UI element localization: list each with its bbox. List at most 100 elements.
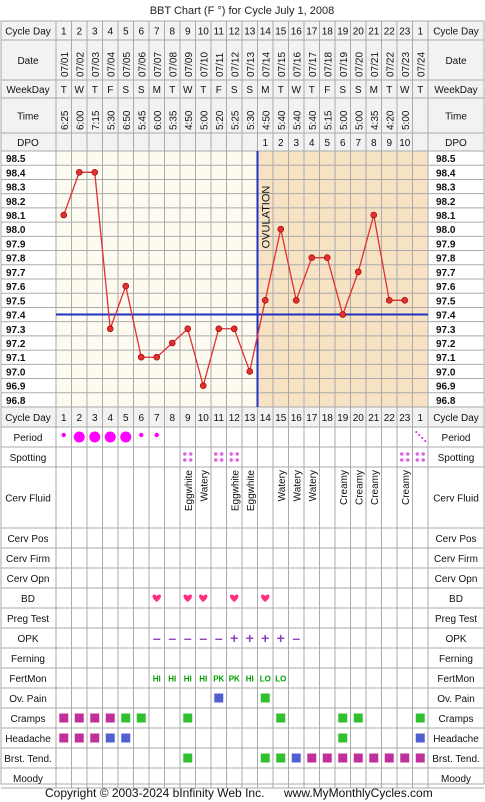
weekday-cell: T — [278, 85, 284, 96]
symptom-square — [307, 753, 317, 763]
ov-pain-label-left: Ov. Pain — [9, 694, 47, 705]
fertmon-reading: HI — [153, 675, 161, 684]
symptom-square — [353, 713, 363, 723]
symptom-square — [415, 733, 425, 743]
y-tick-label-right: 97.1 — [436, 353, 456, 364]
opk-result: – — [215, 630, 223, 646]
time-cell: 4:20 — [385, 110, 396, 130]
dpo-cell: 5 — [324, 138, 330, 149]
date-cell: 07/15 — [277, 52, 288, 77]
cycle-day-cell: 13 — [244, 413, 256, 424]
period-heavy-marker — [104, 431, 116, 443]
cycle-day-label-right: Cycle Day — [433, 413, 479, 424]
symptom-square — [183, 753, 193, 763]
cycle_day-cell: 13 — [244, 27, 256, 38]
date-cell: 07/10 — [199, 52, 210, 77]
period-label-left: Period — [14, 433, 43, 444]
weekday-cell: S — [122, 85, 129, 96]
date-cell: 07/06 — [137, 52, 148, 77]
time-cell: 5:20 — [215, 110, 226, 130]
cervical-fluid-cell: Creamy — [339, 470, 350, 505]
period-spot-marker — [154, 432, 159, 438]
y-tick-label-left: 96.8 — [6, 396, 26, 407]
y-tick-label-right: 97.2 — [436, 339, 456, 350]
period-end-marker — [415, 431, 418, 433]
opk-label-right: OPK — [445, 634, 466, 645]
y-tick-label-left: 98.0 — [6, 225, 26, 236]
time-cell: 6:25 — [60, 110, 71, 130]
y-tick-label-right: 98.4 — [436, 168, 456, 179]
bd-heart-icon — [261, 594, 270, 602]
cycle_day-cell: 20 — [353, 27, 365, 38]
ferning-label-left: Ferning — [11, 654, 45, 665]
spotting-marker — [220, 452, 224, 456]
cycle_day-cell: 17 — [306, 27, 318, 38]
cycle-day-cell: 11 — [214, 413, 225, 424]
y-tick-label-right: 98.3 — [436, 183, 456, 194]
date-cell: 07/04 — [106, 52, 117, 77]
temperature-point — [308, 254, 316, 261]
y-tick-label-left: 98.4 — [6, 168, 26, 179]
date-cell: 07/09 — [184, 52, 195, 77]
cervical-fluid-cell: Creamy — [354, 470, 365, 505]
weekday-cell: F — [107, 85, 113, 96]
symptom-square — [353, 753, 363, 763]
date-cell: 07/16 — [292, 52, 303, 77]
footer-site-link[interactable]: www.MyMonthlyCycles.com — [283, 786, 433, 800]
cycle_day-cell: 19 — [337, 27, 349, 38]
symptom-square — [384, 753, 394, 763]
cycle-day-cell: 12 — [229, 413, 241, 424]
period-spot-marker — [61, 432, 66, 438]
brst-tend-label-left: Brst. Tend. — [4, 754, 52, 765]
cycle_day-cell: 16 — [291, 27, 303, 38]
weekday-cell: T — [417, 85, 423, 96]
time-cell: 5:00 — [401, 110, 412, 130]
weekday-cell: T — [61, 85, 67, 96]
headache-label-right: Headache — [433, 734, 479, 745]
bd-heart-icon — [183, 594, 192, 602]
y-tick-label-right: 98.1 — [436, 211, 456, 222]
cycle_day-cell: 2 — [76, 27, 82, 38]
fertmon-reading: HI — [199, 675, 207, 684]
date-label-left: Date — [17, 56, 39, 67]
y-tick-label-right: 97.3 — [436, 325, 456, 336]
opk-result: + — [230, 630, 238, 646]
y-tick-label-right: 96.8 — [436, 396, 456, 407]
cycle_day-cell: 10 — [198, 27, 210, 38]
time-label-left: Time — [17, 112, 39, 123]
dpo-cell: 2 — [278, 138, 284, 149]
cycle-day-cell: 8 — [169, 413, 175, 424]
weekday-cell: W — [292, 85, 302, 96]
cervical-fluid-cell: Eggwhite — [184, 470, 195, 512]
time-cell: 5:40 — [308, 110, 319, 130]
bd-heart-icon — [152, 594, 161, 602]
time-cell: 5:35 — [168, 110, 179, 130]
y-tick-label-left: 98.5 — [6, 154, 26, 165]
cycle_day-cell: 11 — [214, 27, 225, 38]
weekday-cell: S — [231, 85, 238, 96]
cycle-day-cell: 22 — [384, 413, 396, 424]
cramps-label-right: Cramps — [438, 714, 473, 725]
cycle_day-cell: 3 — [92, 27, 98, 38]
y-tick-label-right: 97.6 — [436, 282, 456, 293]
symptom-square — [214, 693, 224, 703]
temperature-point — [91, 169, 99, 176]
dpo-cell: 3 — [293, 138, 299, 149]
preg-test-label-right: Preg Test — [435, 614, 477, 625]
cycle_day-cell: 12 — [229, 27, 241, 38]
symptom-square — [415, 753, 425, 763]
dpo-cell: 10 — [399, 138, 411, 149]
opk-result: – — [199, 630, 207, 646]
period-heavy-marker — [89, 431, 101, 443]
temperature-point — [401, 297, 409, 304]
temperature-point — [246, 368, 254, 375]
chart-title: BBT Chart (F °) for Cycle July 1, 2008 — [150, 5, 335, 17]
spotting-marker — [406, 452, 410, 456]
temperature-point — [168, 339, 176, 347]
ferning-label-right: Ferning — [439, 654, 473, 665]
y-tick-label-right: 97.5 — [436, 296, 456, 307]
time-label-right: Time — [445, 112, 467, 123]
cycle-day-cell: 3 — [92, 413, 98, 424]
spotting-marker — [220, 458, 224, 462]
moody-label-left: Moody — [13, 774, 43, 785]
